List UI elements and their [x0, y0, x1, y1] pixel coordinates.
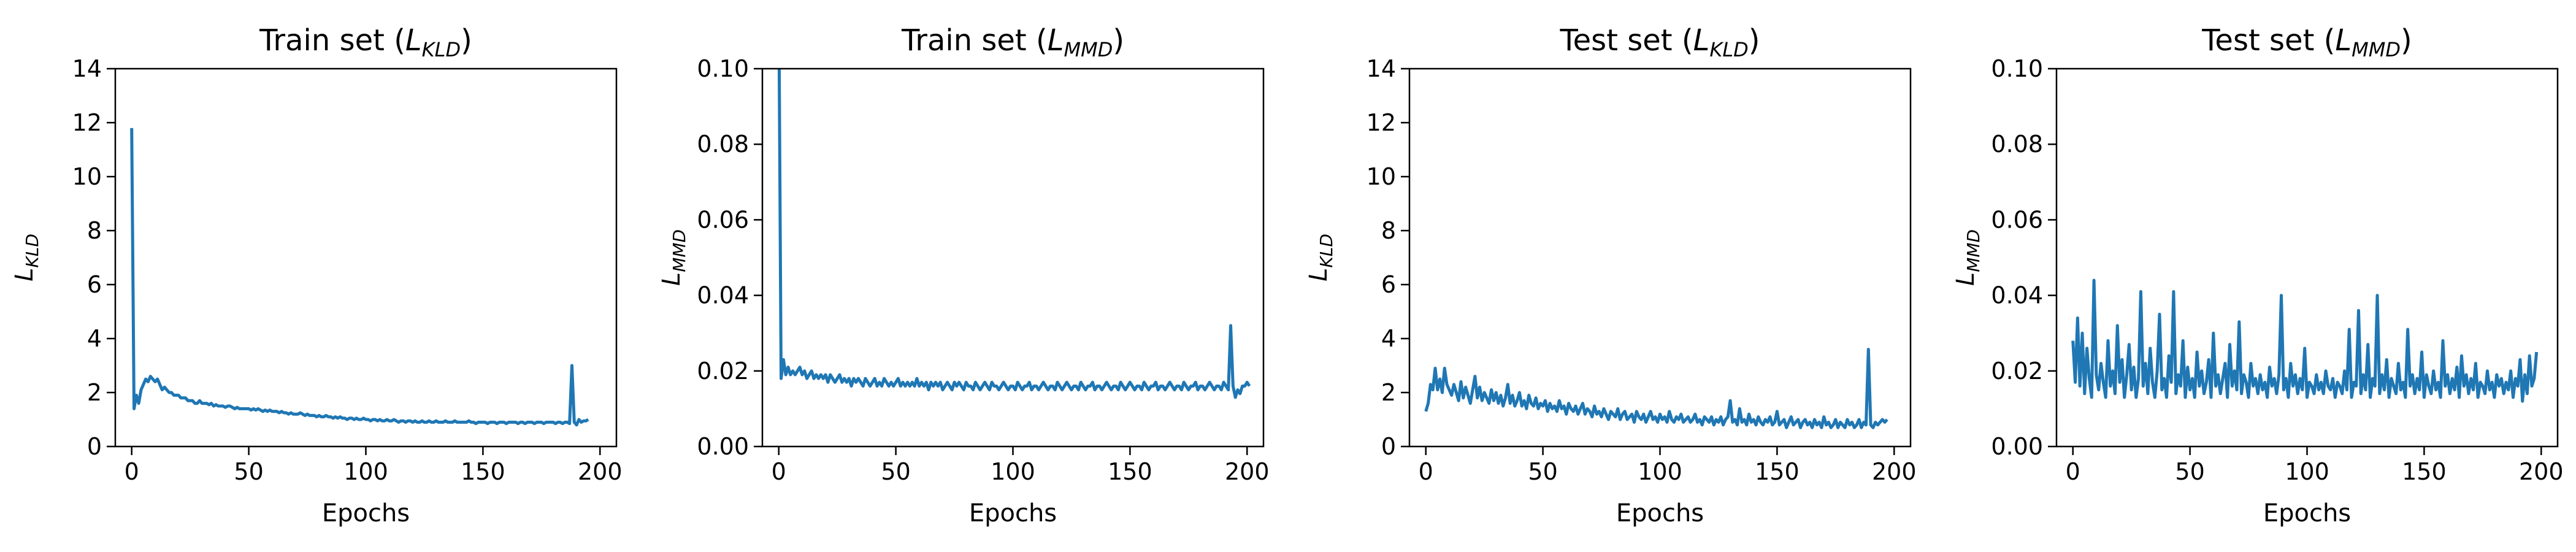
series-line-1 [1424, 348, 1888, 429]
y-tick-label: 2 [87, 379, 102, 406]
y-axis-label-subscript: MMD [669, 229, 689, 272]
y-tick-label: 4 [1381, 325, 1396, 352]
y-tick-label: 14 [1367, 55, 1396, 82]
chart-panel-4: 0 50 100 150 200 0.00 0.02 0.04 0.06 0.08 0.10 Epoc… [1952, 23, 2564, 527]
y-tick-label: 6 [87, 271, 102, 298]
y-tick-label: 0.04 [1991, 282, 2043, 309]
series-line-1 [2071, 278, 2539, 403]
y-tick-label: 14 [72, 55, 102, 82]
y-tick-label: 0.02 [1991, 358, 2043, 385]
y-tick-label: 2 [1381, 379, 1396, 406]
y-tick-label: 0.00 [1991, 433, 2043, 460]
x-axis-label: Epochs [1616, 499, 1704, 527]
y-tick-label: 0.10 [1991, 55, 2043, 82]
y-axis-label: LMMD [1952, 229, 1984, 286]
x-tick-label: 0 [2066, 458, 2080, 485]
chart-panel-2: 0 50 100 150 200 0.00 0.02 0.04 0.06 0.08 0.10 Epoc… [657, 23, 1270, 527]
x-tick-label: 100 [1638, 458, 1682, 485]
y-tick-label: 10 [72, 163, 102, 190]
y-tick-label: 0.02 [697, 358, 749, 385]
x-tick-label: 50 [881, 458, 910, 485]
chart-title-symbol: L [2335, 23, 2352, 58]
y-tick-label: 0.10 [697, 55, 749, 82]
y-tick-label: 12 [1367, 109, 1396, 136]
y-axis-label: LKLD [1305, 234, 1336, 282]
x-tick-label: 200 [1872, 458, 1917, 485]
x-tick-label: 100 [2285, 458, 2329, 485]
y-tick-label: 8 [1381, 217, 1396, 244]
chart-title-close: ) [461, 23, 472, 58]
y-tick-label: 0.08 [1991, 131, 2043, 158]
y-axis-label-symbol: L [657, 272, 686, 286]
chart-title-text: Test set ( [1559, 23, 1693, 58]
y-tick-label: 0.08 [697, 131, 749, 158]
x-axis-label: Epochs [969, 499, 1057, 527]
y-tick-label: 0 [87, 433, 102, 460]
x-tick-label: 150 [1755, 458, 1800, 485]
chart-title-close: ) [2401, 23, 2412, 58]
chart-title: Train set (LMMD) [901, 23, 1124, 61]
y-axis-label-subscript: KLD [1316, 234, 1336, 268]
chart-title-subscript: KLD [422, 38, 461, 61]
y-tick-label: 0.04 [697, 282, 749, 309]
x-tick-label: 0 [1419, 458, 1433, 485]
y-tick-label: 0 [1381, 433, 1396, 460]
x-tick-label: 200 [578, 458, 623, 485]
chart-title-symbol: L [1693, 23, 1710, 58]
x-tick-label: 50 [2175, 458, 2204, 485]
chart-title-close: ) [1749, 23, 1760, 58]
chart-title-symbol: L [1048, 23, 1064, 58]
y-axis-label: LKLD [10, 234, 42, 282]
x-tick-label: 150 [2402, 458, 2447, 485]
y-axis-label: LMMD [657, 229, 689, 286]
x-tick-label: 50 [234, 458, 263, 485]
chart-title-subscript: KLD [1709, 38, 1748, 61]
y-tick-label: 0.06 [697, 206, 749, 233]
chart-title-text: Test set ( [2201, 23, 2335, 58]
x-tick-label: 100 [991, 458, 1035, 485]
y-tick-label: 10 [1367, 163, 1396, 190]
y-tick-label: 0.00 [697, 433, 749, 460]
chart-title: Train set (LKLD) [259, 23, 472, 61]
x-tick-label: 200 [2519, 458, 2564, 485]
y-axis-label-subscript: KLD [22, 234, 42, 268]
chart-title-subscript: MMD [2352, 38, 2401, 61]
chart-title-subscript: MMD [1064, 38, 1113, 61]
y-tick-label: 6 [1381, 271, 1396, 298]
y-tick-label: 0.06 [1991, 206, 2043, 233]
x-tick-label: 100 [343, 458, 388, 485]
y-tick-label: 12 [72, 109, 102, 136]
y-axis-label-symbol: L [10, 268, 39, 282]
chart-title-close: ) [1113, 23, 1124, 58]
y-tick-label: 4 [87, 325, 102, 352]
series-line-1 [777, 69, 1251, 399]
x-axis-label: Epochs [2263, 499, 2351, 527]
series-line-1 [130, 128, 589, 427]
x-axis-label: Epochs [322, 499, 410, 527]
y-axis-label-symbol: L [1952, 272, 1980, 286]
x-tick-label: 50 [1528, 458, 1557, 485]
chart-title-symbol: L [405, 23, 422, 58]
x-tick-label: 200 [1225, 458, 1270, 485]
y-axis-label-symbol: L [1305, 268, 1333, 282]
x-tick-label: 150 [461, 458, 505, 485]
y-tick-label: 8 [87, 217, 102, 244]
y-axis-label-subscript: MMD [1963, 229, 1984, 272]
chart-title: Test set (LKLD) [1559, 23, 1760, 61]
chart-title-text: Train set ( [259, 23, 405, 58]
x-tick-label: 0 [125, 458, 139, 485]
chart-title-text: Train set ( [901, 23, 1048, 58]
chart-title: Test set (LMMD) [2201, 23, 2412, 61]
x-tick-label: 150 [1108, 458, 1152, 485]
x-tick-label: 0 [772, 458, 786, 485]
